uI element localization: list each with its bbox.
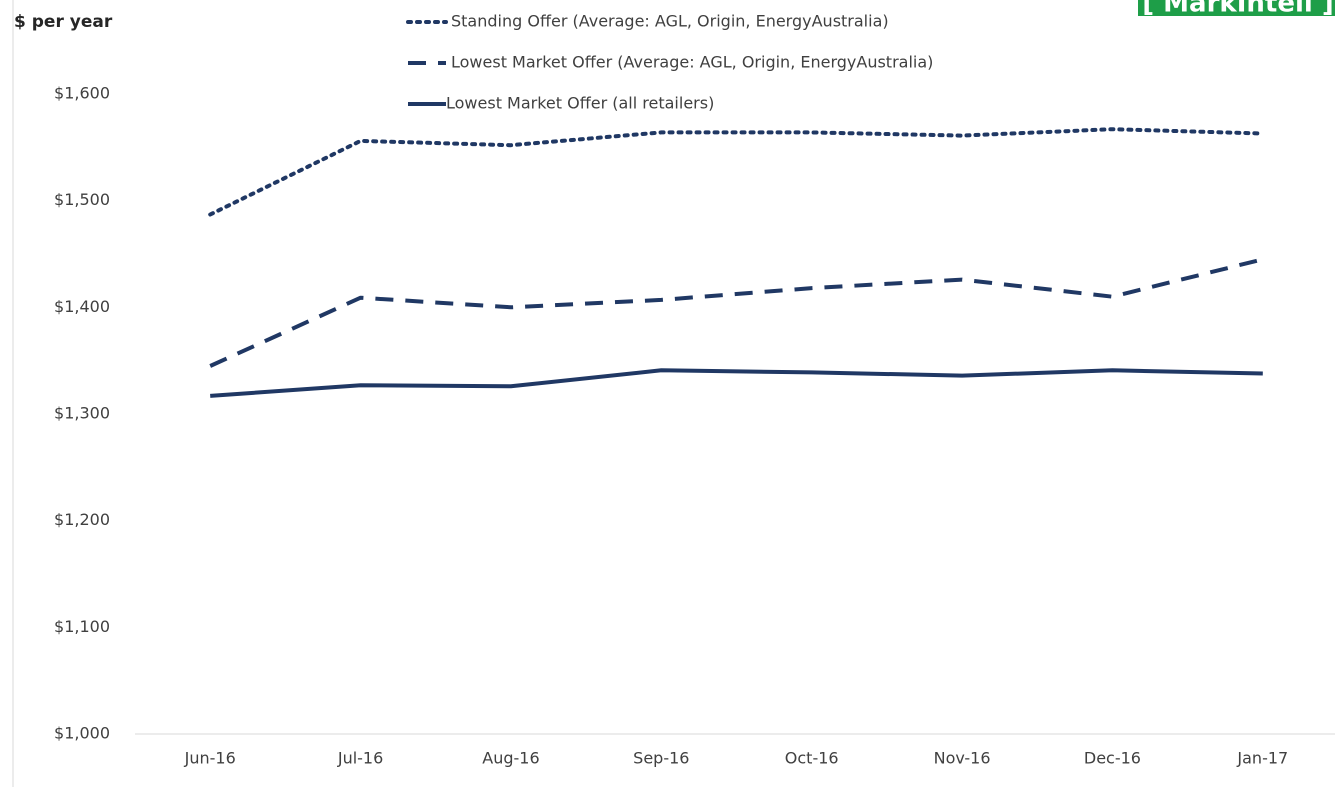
y-axis-title: $ per year bbox=[14, 12, 113, 32]
y-tick-label: $1,500 bbox=[54, 190, 110, 209]
legend-label: Lowest Market Offer (all retailers) bbox=[446, 94, 714, 113]
x-tick-label: Sep-16 bbox=[633, 749, 689, 768]
series-line bbox=[209, 257, 1264, 368]
x-tick-label: Oct-16 bbox=[785, 749, 839, 768]
logo: [ MarkIntell ] bbox=[1142, 0, 1333, 19]
logo-box bbox=[1138, 0, 1335, 16]
x-tick-label: Jun-16 bbox=[184, 749, 236, 768]
y-tick-label: $1,000 bbox=[54, 724, 110, 743]
series-line bbox=[210, 368, 1263, 398]
x-tick-label: Jul-16 bbox=[337, 749, 383, 768]
y-tick-label: $1,400 bbox=[54, 297, 110, 316]
legend-label: Lowest Market Offer (Average: AGL, Origi… bbox=[451, 53, 933, 72]
series-line bbox=[208, 127, 1265, 217]
x-tick-label: Aug-16 bbox=[482, 749, 539, 768]
x-tick-label: Jan-17 bbox=[1236, 749, 1288, 768]
y-tick-label: $1,300 bbox=[54, 404, 110, 423]
y-tick-label: $1,200 bbox=[54, 510, 110, 529]
y-tick-label: $1,100 bbox=[54, 617, 110, 636]
y-tick-label: $1,600 bbox=[54, 84, 110, 103]
x-tick-label: Dec-16 bbox=[1084, 749, 1141, 768]
legend-label: Standing Offer (Average: AGL, Origin, En… bbox=[451, 12, 889, 31]
x-tick-label: Nov-16 bbox=[934, 749, 991, 768]
